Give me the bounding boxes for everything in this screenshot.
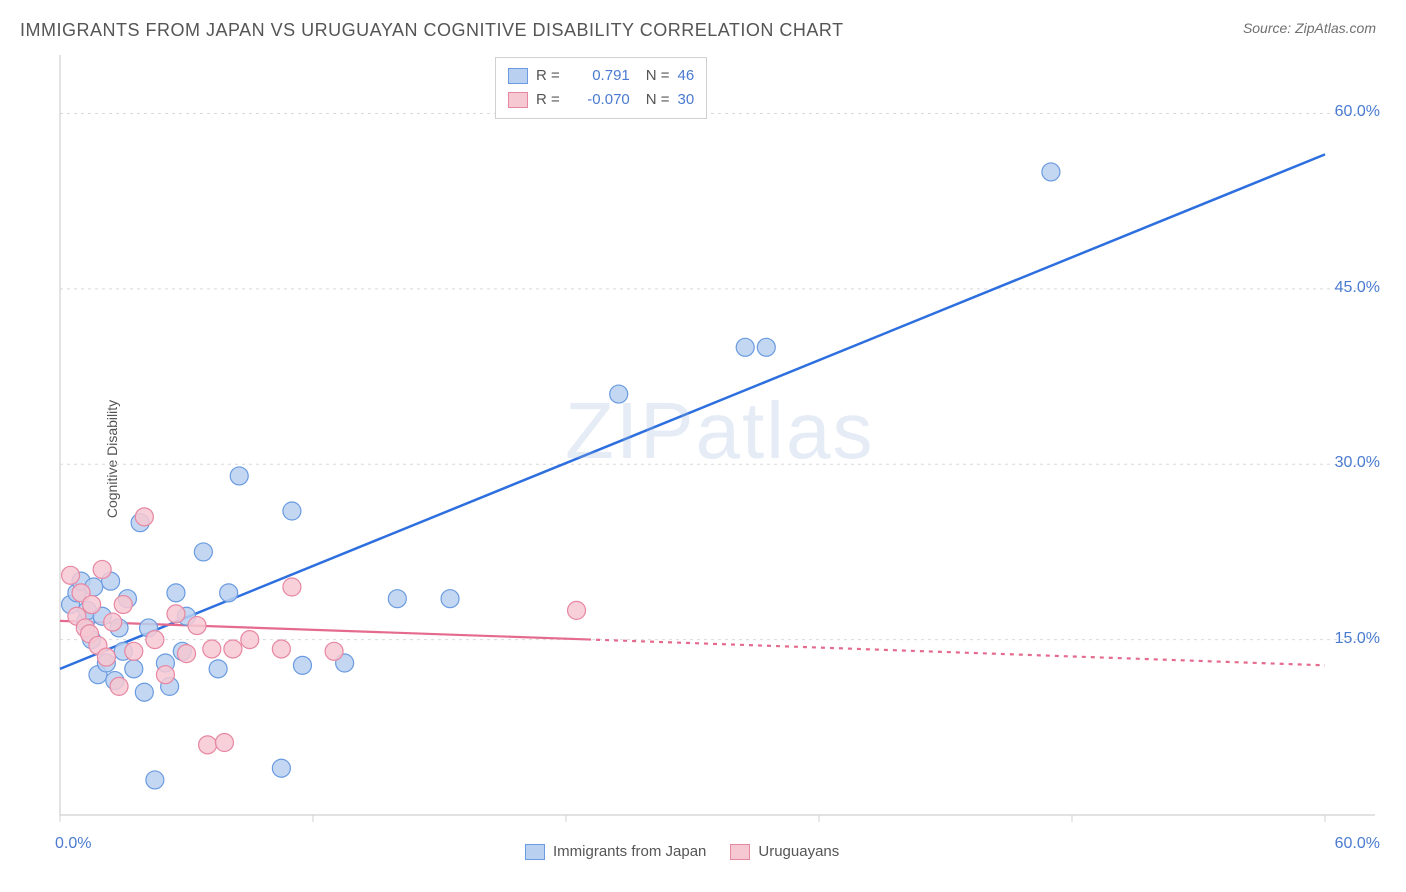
correlation-stats-box: R = 0.791 N = 46 R = -0.070 N = 30 bbox=[495, 57, 707, 119]
legend-label: Immigrants from Japan bbox=[553, 843, 706, 860]
n-value: 46 bbox=[678, 64, 695, 88]
y-tick-label: 60.0% bbox=[1335, 103, 1380, 121]
series-swatch bbox=[508, 68, 528, 84]
scatter-plot bbox=[45, 55, 1386, 862]
y-tick-label: 45.0% bbox=[1335, 279, 1380, 297]
r-label: R = bbox=[536, 88, 560, 112]
legend-item: Uruguayans bbox=[730, 843, 839, 860]
legend-swatch bbox=[525, 844, 545, 860]
stats-row: R = -0.070 N = 30 bbox=[508, 88, 694, 112]
n-label: N = bbox=[646, 88, 670, 112]
y-tick-label: 15.0% bbox=[1335, 630, 1380, 648]
y-tick-label: 30.0% bbox=[1335, 454, 1380, 472]
r-value: 0.791 bbox=[568, 64, 630, 88]
x-max-label: 60.0% bbox=[1335, 835, 1380, 853]
legend-label: Uruguayans bbox=[758, 843, 839, 860]
stats-row: R = 0.791 N = 46 bbox=[508, 64, 694, 88]
n-value: 30 bbox=[678, 88, 695, 112]
chart-area: Cognitive Disability ZIPatlas R =0.791N … bbox=[45, 55, 1386, 862]
series-swatch bbox=[508, 92, 528, 108]
legend: Immigrants from Japan Uruguayans bbox=[525, 843, 839, 860]
x-min-label: 0.0% bbox=[55, 835, 91, 853]
n-label: N = bbox=[646, 64, 670, 88]
legend-swatch bbox=[730, 844, 750, 860]
r-label: R = bbox=[536, 64, 560, 88]
r-value: -0.070 bbox=[568, 88, 630, 112]
legend-item: Immigrants from Japan bbox=[525, 843, 706, 860]
source-attribution: Source: ZipAtlas.com bbox=[1243, 20, 1376, 36]
chart-title: IMMIGRANTS FROM JAPAN VS URUGUAYAN COGNI… bbox=[20, 20, 844, 41]
